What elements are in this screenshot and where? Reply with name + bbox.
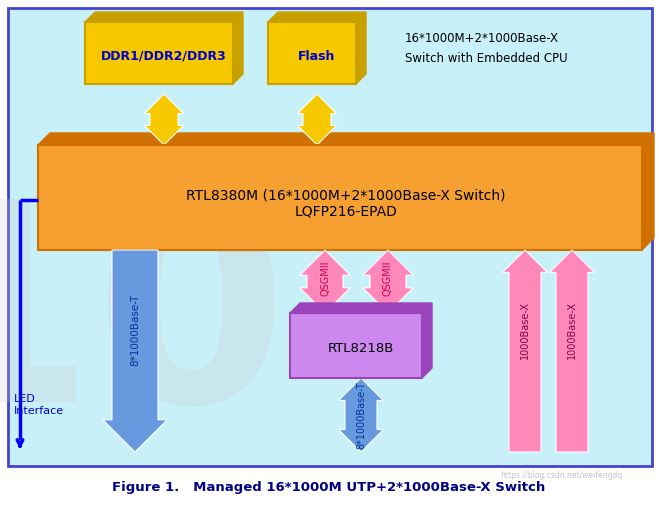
Polygon shape: [339, 378, 384, 452]
Polygon shape: [268, 12, 366, 22]
Polygon shape: [85, 12, 243, 22]
Polygon shape: [363, 250, 413, 313]
Polygon shape: [233, 12, 243, 84]
Text: QSGMII: QSGMII: [320, 260, 330, 296]
Text: 1000Base-X: 1000Base-X: [520, 301, 530, 359]
Text: 8*1000Base-T: 8*1000Base-T: [130, 294, 140, 366]
Bar: [8, 8, 652, 466]
Bar: [38, 145, 642, 250]
Text: Figure 1.   Managed 16*1000M UTP+2*1000Base-X Switch: Figure 1. Managed 16*1000M UTP+2*1000Bas…: [113, 481, 546, 495]
Text: 16*1000M+2*1000Base-X: 16*1000M+2*1000Base-X: [405, 32, 559, 45]
Bar: [85, 22, 233, 84]
Polygon shape: [300, 250, 350, 313]
Polygon shape: [503, 250, 548, 452]
Bar: [290, 313, 422, 378]
Polygon shape: [422, 303, 432, 378]
Text: RTL8218B: RTL8218B: [328, 342, 394, 355]
Text: RTL8380M (16*1000M+2*1000Base-X Switch)
LQFP216-EPAD: RTL8380M (16*1000M+2*1000Base-X Switch) …: [186, 188, 505, 219]
Polygon shape: [144, 94, 184, 145]
Text: Switch with Embedded CPU: Switch with Embedded CPU: [405, 52, 567, 65]
Polygon shape: [290, 303, 432, 313]
Polygon shape: [38, 133, 654, 145]
Polygon shape: [356, 12, 366, 84]
Polygon shape: [642, 133, 654, 250]
Text: 1000Base-X: 1000Base-X: [567, 301, 577, 359]
Text: 8*1000Base-T: 8*1000Base-T: [356, 381, 366, 449]
Polygon shape: [550, 250, 594, 452]
Polygon shape: [103, 250, 167, 452]
Text: Flash: Flash: [299, 50, 335, 62]
Text: DDR1/DDR2/DDR3: DDR1/DDR2/DDR3: [101, 50, 227, 62]
Text: https://blog.csdn.net/weifengdq: https://blog.csdn.net/weifengdq: [500, 472, 622, 480]
Text: QSGMII: QSGMII: [383, 260, 393, 296]
Text: 10: 10: [0, 190, 289, 460]
Text: LED
Interface: LED Interface: [14, 394, 64, 416]
Bar: [268, 22, 356, 84]
Polygon shape: [297, 94, 337, 145]
